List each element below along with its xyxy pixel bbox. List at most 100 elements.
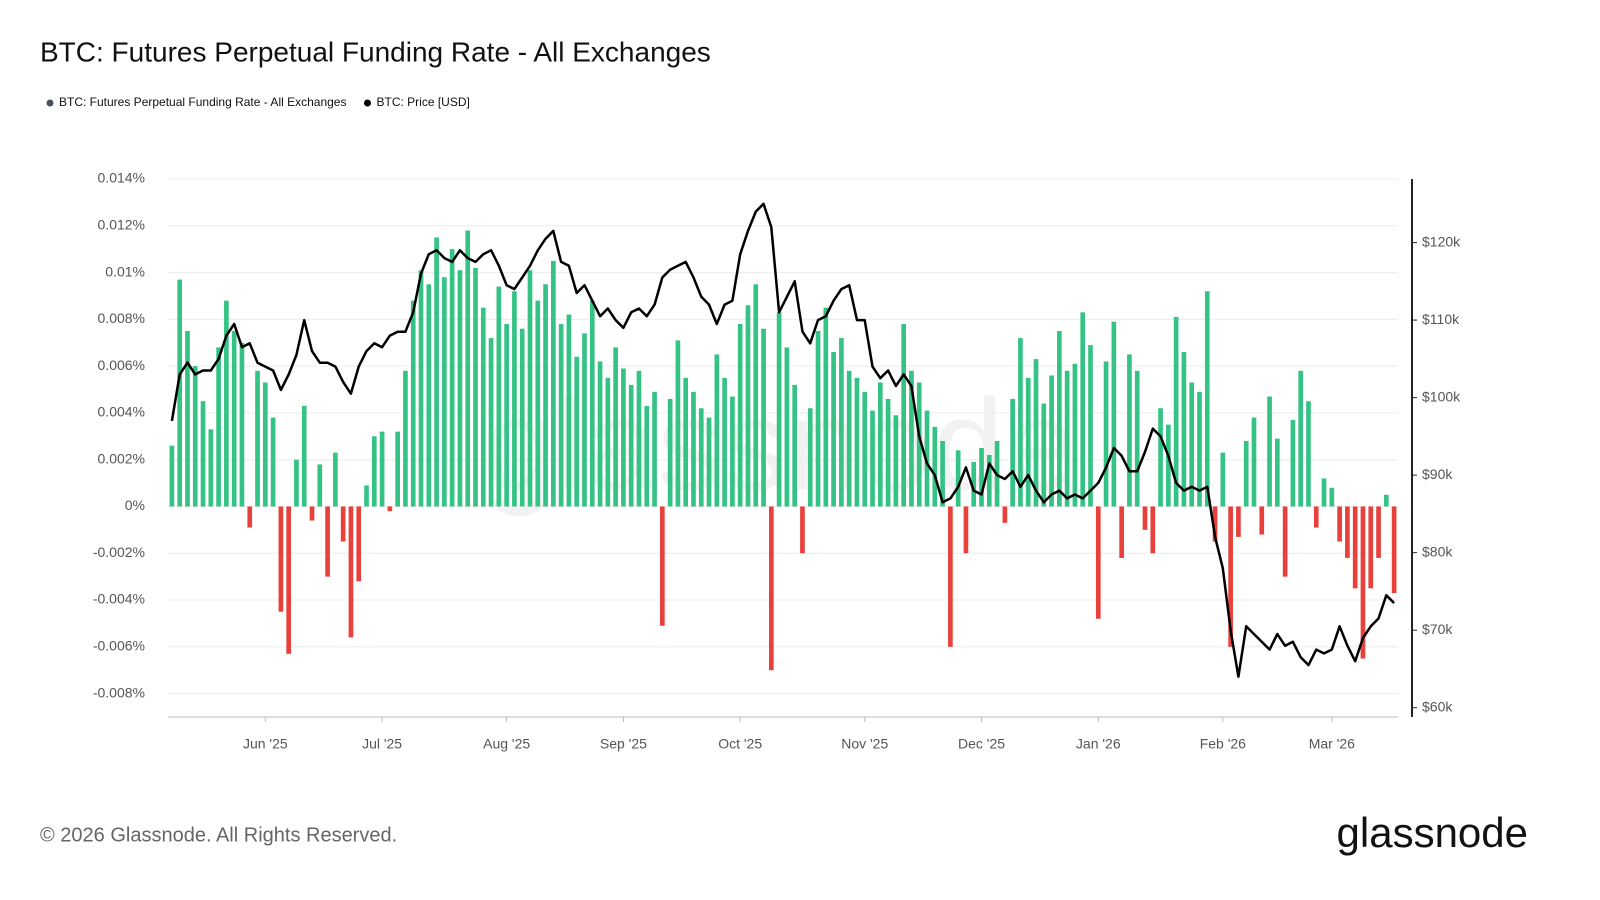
- legend-label: BTC: Futures Perpetual Funding Rate - Al…: [59, 95, 346, 109]
- x-tick-label: Jun '25: [243, 736, 288, 752]
- bar: [737, 324, 743, 507]
- bar: [1057, 331, 1062, 507]
- bar: [1313, 506, 1319, 528]
- bar: [192, 366, 198, 507]
- bar: [270, 417, 276, 507]
- bar: [543, 284, 548, 507]
- bar: [1025, 377, 1031, 507]
- bar: [395, 431, 400, 507]
- bar: [340, 506, 346, 542]
- bar: [901, 324, 906, 507]
- bar: [301, 405, 307, 507]
- x-tick-label: Dec '25: [958, 736, 1005, 752]
- bar: [986, 455, 992, 507]
- bar: [1002, 506, 1008, 523]
- bar: [1088, 345, 1093, 507]
- bar: [278, 506, 284, 612]
- bar: [1329, 487, 1335, 507]
- x-tick-label: Feb '26: [1200, 736, 1246, 752]
- bar: [582, 333, 587, 507]
- bar: [512, 291, 517, 507]
- bar: [800, 506, 805, 554]
- bar: [963, 506, 969, 554]
- bar: [1321, 478, 1327, 507]
- y-tick-label: 0.006%: [98, 357, 145, 373]
- bar: [1282, 506, 1288, 577]
- bar: [480, 307, 486, 507]
- bar: [325, 506, 330, 577]
- bar: [551, 260, 556, 507]
- bar: [371, 436, 377, 507]
- bar: [761, 328, 766, 507]
- bar: [1376, 506, 1381, 558]
- bar: [434, 237, 439, 507]
- bar: [1111, 321, 1117, 507]
- bar: [870, 410, 875, 507]
- bar: [208, 429, 214, 507]
- bar: [1150, 506, 1156, 554]
- bar: [862, 391, 868, 507]
- bar: [613, 347, 618, 507]
- bar: [1243, 440, 1249, 507]
- y-tick-label: -0.006%: [93, 638, 145, 654]
- bar: [597, 361, 603, 507]
- bar: [1049, 375, 1054, 507]
- y-tick-label: 0.01%: [105, 263, 145, 279]
- y-tick-label: -0.002%: [93, 544, 145, 560]
- bar: [1041, 403, 1047, 507]
- bar: [1181, 352, 1187, 507]
- bar: [410, 300, 416, 507]
- bar: [722, 377, 727, 507]
- bar: [348, 506, 354, 638]
- bar: [1267, 396, 1272, 507]
- bar: [784, 347, 790, 507]
- bar: [955, 450, 961, 507]
- bar: [1251, 417, 1257, 507]
- bar: [426, 284, 432, 507]
- bar: [1080, 312, 1086, 507]
- bar: [698, 408, 704, 507]
- bar: [255, 370, 260, 507]
- bar: [839, 338, 844, 507]
- bar: [909, 370, 914, 507]
- bar: [1306, 401, 1311, 507]
- bar: [1064, 370, 1070, 507]
- bar: [1368, 506, 1374, 589]
- y-tick-label: 0.008%: [98, 310, 145, 326]
- bar: [644, 405, 650, 507]
- bar: [745, 305, 751, 507]
- y2-tick-label: $90k: [1422, 466, 1453, 482]
- bar: [1383, 494, 1389, 507]
- bar: [1360, 506, 1366, 659]
- bar: [1018, 338, 1023, 507]
- x-tick-label: Aug '25: [483, 736, 530, 752]
- y-tick-label: 0%: [125, 497, 145, 513]
- bar: [364, 485, 369, 507]
- bar: [1158, 408, 1163, 507]
- bar: [262, 382, 268, 507]
- x-tick-label: Jul '25: [362, 736, 402, 752]
- bar: [200, 401, 206, 507]
- y2-tick-label: $100k: [1422, 388, 1461, 404]
- bar: [1095, 506, 1101, 619]
- bar: [1033, 359, 1039, 507]
- bar: [1072, 363, 1078, 507]
- bar: [442, 277, 447, 507]
- bar: [309, 506, 315, 521]
- bar: [247, 506, 253, 528]
- bar: [1337, 506, 1342, 542]
- bar: [317, 464, 323, 507]
- x-tick-label: Sep '25: [600, 736, 647, 752]
- bar: [924, 410, 930, 507]
- bar: [504, 324, 509, 507]
- bar: [1134, 370, 1140, 507]
- y2-tick-label: $120k: [1422, 233, 1461, 249]
- bar: [418, 270, 424, 507]
- x-tick-label: Oct '25: [718, 736, 762, 752]
- bar: [589, 300, 595, 507]
- legend: BTC: Futures Perpetual Funding Rate - Al…: [46, 95, 470, 109]
- bar: [457, 270, 463, 507]
- bar: [239, 342, 245, 507]
- bar: [885, 398, 891, 507]
- bar: [1204, 291, 1210, 507]
